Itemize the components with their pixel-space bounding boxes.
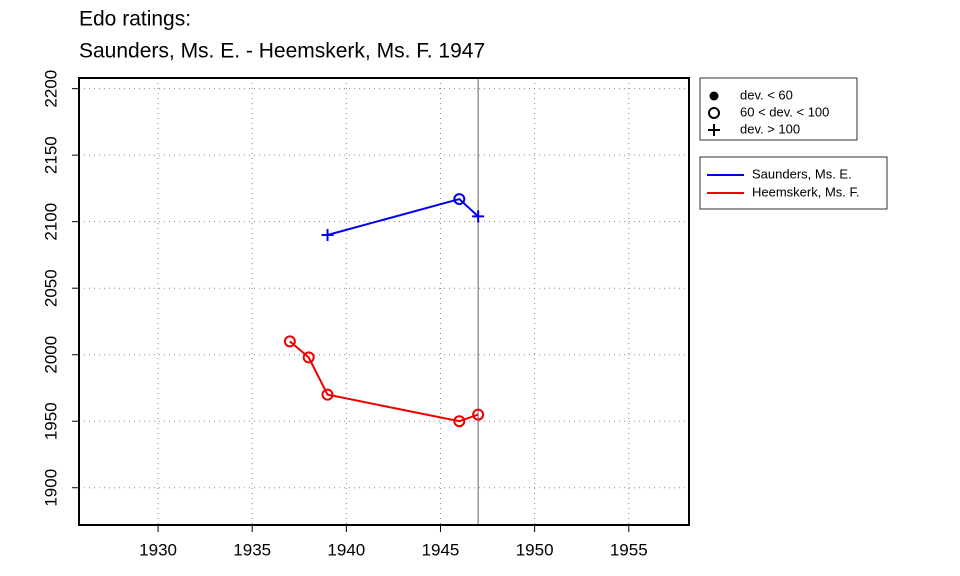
data-point (283, 335, 296, 348)
y-tick-label: 2200 (41, 70, 60, 108)
chart-title: Edo ratings: (79, 8, 191, 31)
legend-symbol (708, 124, 720, 136)
legend-label: 60 < dev. < 100 (740, 104, 829, 119)
data-point (321, 388, 334, 401)
series-legend: Saunders, Ms. E. Heemskerk, Ms. F. (699, 156, 888, 210)
x-tick-label: 1955 (610, 540, 648, 559)
data-point (302, 351, 315, 364)
x-tick-label: 1950 (516, 540, 554, 559)
y-tick-label: 2050 (41, 269, 60, 307)
legend-symbol (708, 107, 720, 119)
y-tick-label: 1950 (41, 402, 60, 440)
legend-label: Saunders, Ms. E. (752, 166, 852, 181)
x-tick-label: 1945 (422, 540, 460, 559)
data-point (321, 228, 334, 241)
y-tick-label: 2000 (41, 336, 60, 374)
legend-box (699, 156, 888, 210)
y-tick-label: 2100 (41, 203, 60, 241)
data-point (472, 210, 485, 223)
y-tick-label: 1900 (41, 469, 60, 507)
data-point (453, 415, 466, 428)
x-tick-label: 1930 (139, 540, 177, 559)
series-line (289, 340, 479, 423)
marker-legend: dev. < 60 60 < dev. < 100 dev. > 100 (699, 77, 858, 141)
legend-label: dev. < 60 (740, 87, 793, 102)
y-tick-label: 2150 (41, 136, 60, 174)
series-line (327, 197, 479, 236)
chart-subtitle: Saunders, Ms. E. - Heemskerk, Ms. F. 194… (79, 40, 485, 63)
data-point (453, 193, 466, 206)
legend-symbol (709, 91, 719, 101)
x-tick-label: 1935 (233, 540, 271, 559)
x-tick-label: 1940 (327, 540, 365, 559)
legend-label: dev. > 100 (740, 121, 800, 136)
legend-box (699, 77, 858, 141)
legend-label: Heemskerk, Ms. F. (752, 184, 860, 199)
plot-frame (78, 77, 690, 526)
data-point (472, 408, 485, 421)
